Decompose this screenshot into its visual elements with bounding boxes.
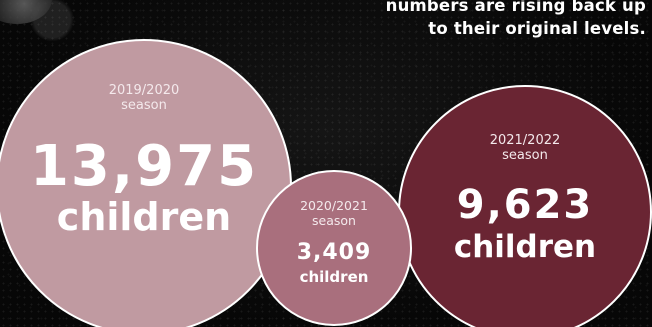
moon-decoration [0, 0, 52, 24]
headline-text: numbers are rising back up to their orig… [386, 0, 646, 40]
season-label: 2021/2022 season [400, 133, 650, 163]
season-year: 2019/2020 [108, 83, 180, 98]
children-unit-label: children [453, 229, 597, 265]
season-word: season [312, 213, 356, 228]
headline-line-1: numbers are rising back up [385, 0, 646, 15]
headline-line-2: to their original levels. [428, 19, 646, 38]
season-word: season [502, 148, 548, 163]
season-year: 2020/2021 [300, 198, 368, 213]
children-count: 9,623 [456, 182, 594, 228]
stat-circle-2021-2022: 2021/2022 season 9,623 children [398, 85, 652, 327]
children-unit-label: children [56, 195, 232, 239]
children-count: 3,409 [296, 240, 372, 265]
stat-circle-2019-2020: 2019/2020 season 13,975 children [0, 39, 292, 327]
season-year: 2021/2022 [489, 133, 561, 148]
children-count: 13,975 [29, 134, 259, 199]
season-label: 2019/2020 season [0, 83, 290, 113]
season-label: 2020/2021 season [258, 198, 410, 228]
stat-circle-2020-2021: 2020/2021 season 3,409 children [256, 170, 412, 326]
season-word: season [121, 98, 167, 113]
children-unit-label: children [299, 268, 369, 286]
